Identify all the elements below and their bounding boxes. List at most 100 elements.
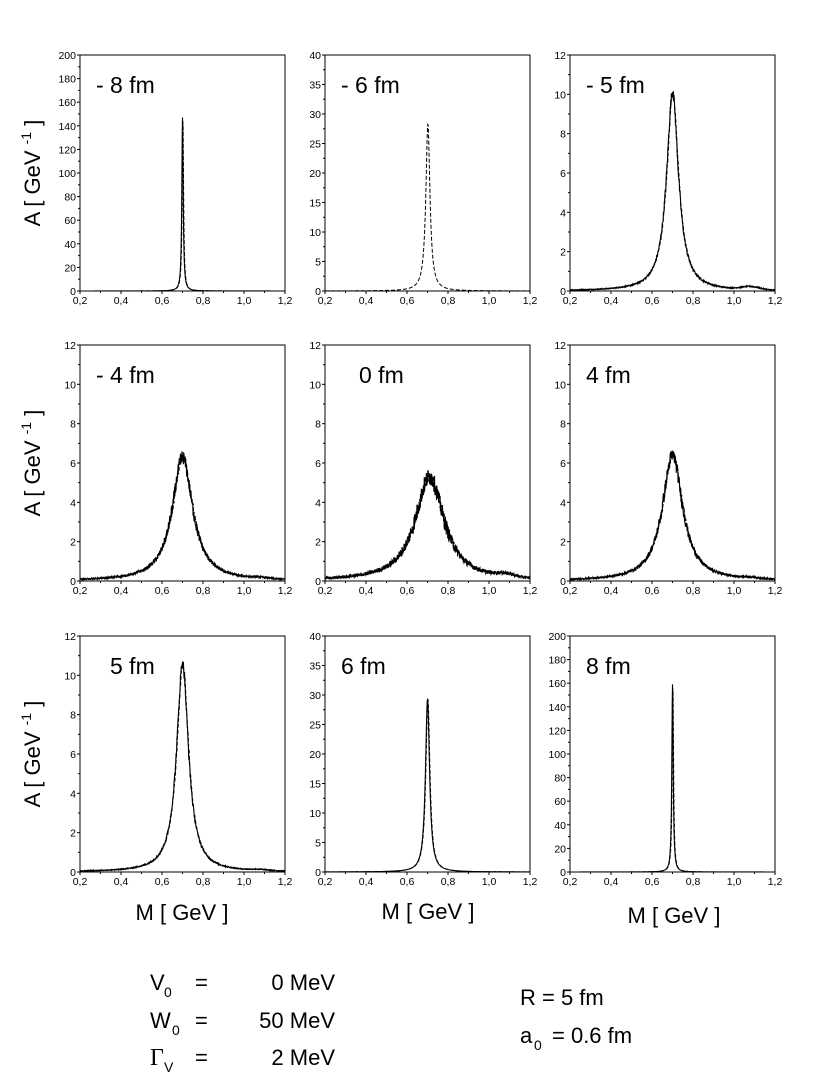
x-tick-label: 0,6: [400, 585, 415, 597]
x-tick-label: 1,2: [768, 585, 783, 597]
panel: 0 20 40 60 80 100 120 140 160 180 200 0,2 0,4 0,6 0,8 1…: [58, 50, 292, 307]
panel: 0 2 4 6 8 10 12 0,2 0,4 0,6 0,8 1,0 1,2 5 fm: [64, 631, 292, 888]
series-line-dashed: [570, 452, 775, 581]
x-tick-label: 1,2: [768, 295, 783, 307]
y-tick-label: 6: [560, 458, 566, 470]
panel-label: - 6 fm: [341, 72, 400, 98]
x-tick-label: 0,2: [73, 295, 88, 307]
parameter-symbol: R: [520, 985, 536, 1010]
series-line-solid: [80, 662, 285, 872]
y-tick-label: 20: [309, 168, 321, 180]
series-line-solid: [570, 684, 775, 872]
x-tick-label: 1,2: [768, 876, 783, 888]
y-tick-label: 4: [315, 497, 321, 509]
y-tick-label: 25: [309, 720, 321, 732]
x-tick-label: 1,0: [237, 876, 252, 888]
panel: 0 2 4 6 8 10 12 0,2 0,4 0,6 0,8 1,0 1,2 - 5 fm: [554, 50, 782, 307]
y-tick-label: 6: [315, 458, 321, 470]
panel: 0 2 4 6 8 10 12 0,2 0,4 0,6 0,8 1,0 1,2 0 fm: [309, 340, 537, 597]
x-tick-label: 1,2: [278, 585, 293, 597]
y-tick-label: 120: [548, 725, 566, 737]
x-tick-label: 0,4: [359, 585, 374, 597]
x-tick-label: 0,8: [686, 876, 701, 888]
y-axis-title-text: A [ GeV: [20, 144, 45, 226]
parameter-value: = 5 fm: [542, 985, 604, 1010]
y-tick-label: 120: [58, 144, 76, 156]
x-tick-label: 0,8: [686, 585, 701, 597]
y-tick-label: 4: [70, 497, 76, 509]
x-tick-label: 1,2: [523, 585, 538, 597]
panel: 0 2 4 6 8 10 12 0,2 0,4 0,6 0,8 1,0 1,2 4 fm: [554, 340, 782, 597]
x-tick-label: 0,8: [441, 585, 456, 597]
series-line-dashed: [325, 472, 530, 581]
parameter-subscript: 0: [534, 1037, 542, 1053]
y-tick-label: 12: [309, 340, 321, 352]
series-line-solid: [570, 92, 775, 291]
series-line-dashed: [325, 122, 530, 291]
y-tick-label: 10: [554, 379, 566, 391]
y-tick-label: 80: [64, 192, 76, 204]
parameter-row: W 0 = 50 MeV: [150, 1008, 335, 1038]
y-tick-label: 20: [64, 262, 76, 274]
x-axis-title: M [ GeV ]: [628, 903, 721, 928]
series-line-solid: [325, 470, 530, 581]
series-line-solid: [570, 450, 775, 581]
y-axis-titles: A [ GeV -1 ]A [ GeV -1 ]A [ GeV -1 ]: [18, 120, 45, 808]
x-tick-label: 0,6: [645, 585, 660, 597]
series-line-solid: [325, 699, 530, 872]
panel-label: 4 fm: [586, 362, 631, 388]
y-axis-title-close: ]: [20, 701, 45, 713]
parameter-subscript: 0: [164, 984, 172, 1000]
panel-label: - 4 fm: [96, 362, 155, 388]
y-tick-label: 8: [315, 419, 321, 431]
parameter-symbol: Γ: [150, 1045, 164, 1071]
y-tick-label: 20: [309, 749, 321, 761]
x-tick-label: 0,6: [155, 585, 170, 597]
x-tick-label: 0,2: [73, 585, 88, 597]
x-tick-label: 0,6: [400, 295, 415, 307]
x-tick-label: 0,2: [73, 876, 88, 888]
y-tick-label: 10: [309, 808, 321, 820]
y-tick-label: 0: [315, 286, 321, 298]
x-axis-title: M [ GeV ]: [136, 900, 229, 925]
x-tick-label: 1,0: [482, 585, 497, 597]
x-axis-titles: M [ GeV ] M [ GeV ] M [ GeV ]: [136, 899, 721, 928]
series-line-solid: [80, 451, 285, 581]
x-tick-label: 0,8: [196, 295, 211, 307]
y-tick-label: 200: [548, 631, 566, 643]
y-tick-label: 10: [64, 670, 76, 682]
x-tick-label: 0,4: [114, 876, 129, 888]
y-tick-label: 20: [554, 843, 566, 855]
parameter-symbol: V: [150, 970, 165, 995]
y-tick-label: 180: [548, 655, 566, 667]
panel: 0 20 40 60 80 100 120 140 160 180 200 0,2 0,4 0,6 0,8 1…: [548, 631, 782, 888]
x-tick-label: 0,6: [155, 295, 170, 307]
y-tick-label: 0: [560, 867, 566, 879]
y-tick-label: 0: [560, 286, 566, 298]
series-line-solid: [80, 117, 285, 291]
x-tick-label: 0,4: [359, 295, 374, 307]
y-tick-label: 0: [315, 576, 321, 588]
parameter-subscript: V: [164, 1059, 174, 1075]
x-tick-label: 1,2: [278, 876, 293, 888]
x-tick-label: 1,0: [237, 295, 252, 307]
y-tick-label: 8: [70, 419, 76, 431]
y-tick-label: 15: [309, 779, 321, 791]
y-tick-label: 100: [548, 749, 566, 761]
x-tick-label: 1,0: [237, 585, 252, 597]
y-tick-label: 6: [70, 749, 76, 761]
x-tick-label: 1,2: [523, 876, 538, 888]
x-tick-label: 0,4: [359, 876, 374, 888]
panel-label: - 8 fm: [96, 72, 155, 98]
y-tick-label: 10: [554, 89, 566, 101]
y-tick-label: 30: [309, 690, 321, 702]
parameter-value: = 0.6 fm: [552, 1023, 632, 1048]
series-line-dashed: [80, 455, 285, 581]
panel: 0 5 10 15 20 25 30 35 40 0,2 0,4 0,6 0,8 1,0 1,2 - 6 fm: [309, 50, 537, 307]
parameter-symbol: a: [520, 1023, 533, 1048]
y-tick-label: 12: [64, 631, 76, 643]
y-tick-label: 160: [548, 678, 566, 690]
y-tick-label: 60: [64, 215, 76, 227]
y-tick-label: 40: [554, 820, 566, 832]
